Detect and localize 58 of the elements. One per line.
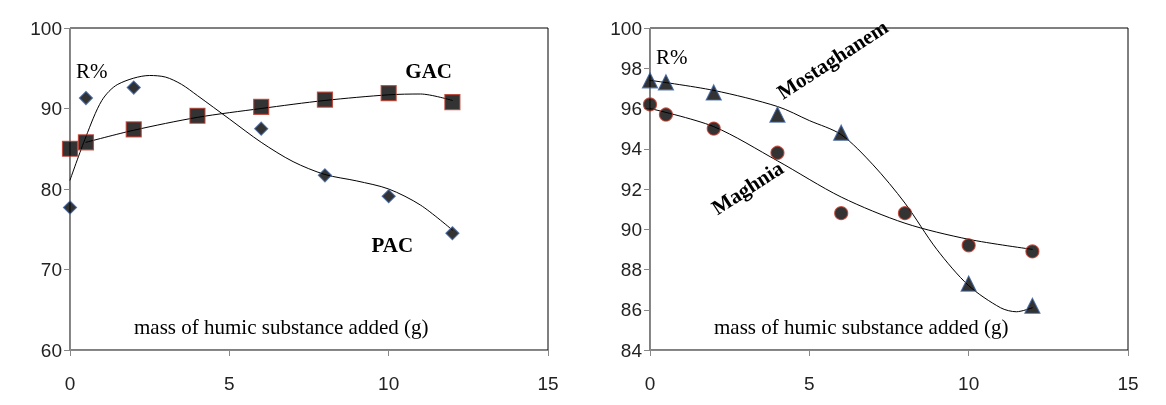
point [1025, 244, 1040, 259]
point [62, 200, 78, 215]
series-label: PAC [371, 233, 414, 258]
point [769, 106, 786, 123]
point [77, 134, 95, 151]
x-tick-label: 15 [537, 373, 559, 394]
point [658, 107, 674, 122]
point [960, 275, 977, 292]
x-tick-label: 10 [958, 373, 980, 394]
point [641, 72, 659, 89]
point [254, 121, 269, 136]
y-axis-title: R% [76, 58, 108, 83]
point [316, 91, 334, 108]
point [897, 206, 913, 221]
point [642, 97, 658, 112]
y-tick-label: 86 [620, 299, 642, 321]
x-tick-label: 0 [64, 373, 76, 394]
point [381, 189, 396, 204]
point [61, 140, 79, 157]
y-tick-label: 70 [40, 259, 62, 280]
x-tick-label: 5 [224, 373, 235, 394]
x-tick-label: 0 [644, 373, 656, 394]
y-tick-label: 100 [30, 17, 62, 39]
y-tick-label: 84 [620, 339, 643, 361]
y-tick-label: 80 [40, 178, 62, 200]
x-tick-label: 5 [804, 373, 815, 394]
y-tick-label: 98 [620, 57, 642, 79]
y-tick-label: 96 [620, 98, 642, 119]
x-axis-title: mass of humic substance added (g) [714, 314, 1009, 339]
point [706, 121, 721, 136]
y-tick-label: 90 [620, 218, 642, 240]
point [770, 145, 785, 160]
y-tick-label: 92 [620, 178, 642, 200]
point [961, 238, 976, 253]
point [125, 121, 142, 138]
series-label: GAC [405, 59, 452, 84]
x-axis-title: mass of humic substance added (g) [134, 314, 429, 339]
point [834, 206, 849, 221]
y-tick-label: 90 [40, 98, 62, 119]
point [78, 90, 94, 106]
point [705, 84, 722, 101]
point [317, 168, 333, 183]
point [253, 98, 270, 115]
point [380, 85, 397, 102]
point [126, 80, 141, 95]
y-tick-label: 100 [610, 17, 642, 39]
x-tick-label: 10 [378, 373, 400, 394]
y-tick-label: 88 [620, 259, 642, 280]
y-tick-label: 60 [40, 339, 62, 361]
y-tick-label: 94 [620, 138, 643, 160]
point [833, 124, 850, 141]
point [657, 74, 675, 91]
point [444, 93, 461, 111]
y-axis-title: R% [656, 44, 688, 69]
point [189, 107, 206, 124]
point [445, 226, 460, 241]
x-tick-label: 15 [1117, 373, 1139, 394]
point [1024, 297, 1041, 314]
